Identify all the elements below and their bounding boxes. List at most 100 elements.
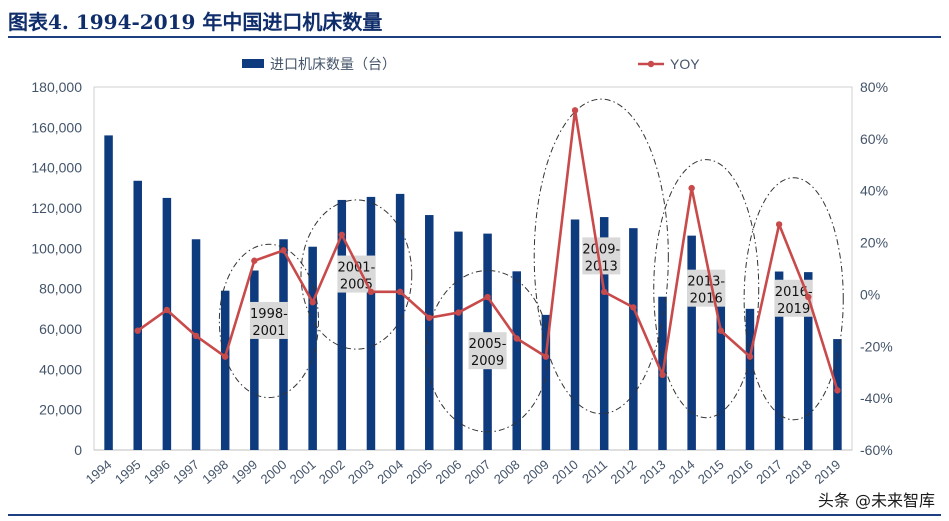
bar — [250, 270, 259, 450]
annotation-group: 1998-20012001-20052005-20092009-20132013… — [218, 98, 844, 433]
legend-bar-swatch — [242, 59, 264, 68]
x-axis: 1994199519961997199819992000200120022003… — [83, 457, 844, 487]
bar — [425, 215, 434, 450]
bar — [629, 228, 638, 450]
x-axis-tick-label: 2010 — [549, 457, 581, 487]
chart: 1998- 2001 2001- 2005 2005- 2009 2009- 2013 2013… — [31, 56, 893, 487]
x-axis-tick-label: 2005 — [403, 457, 435, 487]
yoy-point — [746, 353, 754, 360]
yoy-point — [571, 107, 579, 114]
period-ellipse — [425, 270, 550, 433]
bottom-rule — [8, 514, 941, 516]
bar — [279, 239, 288, 450]
x-axis-tick-label: 1998 — [199, 457, 231, 487]
yoy-point — [717, 327, 725, 334]
x-axis-tick-label: 2018 — [782, 457, 814, 487]
yoy-point — [221, 353, 229, 360]
period-ellipse — [743, 177, 844, 421]
yoy-point — [805, 293, 812, 301]
right-axis-tick-label: 20% — [860, 235, 888, 251]
x-axis-tick-label: 2017 — [753, 457, 785, 487]
plot-frame — [93, 86, 853, 451]
bar — [512, 271, 521, 450]
left-axis-tick-label: 180,000 — [31, 79, 82, 95]
period-label-box — [249, 301, 288, 339]
yoy-point — [834, 387, 841, 394]
right-axis: -60% -40% -20% 0% 20% 40% 60% 80% — [860, 79, 893, 458]
right-axis-tick-label: 40% — [860, 183, 888, 199]
yoy-point — [192, 332, 200, 340]
period-label-end: 2016 — [690, 292, 723, 307]
x-axis-tick-label: 2016 — [724, 457, 756, 487]
bar — [395, 193, 405, 450]
bar — [220, 290, 230, 450]
bar — [191, 239, 201, 450]
yoy-point — [367, 288, 375, 296]
yoy-point — [630, 304, 637, 311]
title-rule — [8, 36, 941, 38]
yoy-point — [309, 299, 316, 306]
period-label-start: 2009- — [582, 242, 620, 257]
yoy-point — [688, 184, 695, 192]
legend-bar-label: 进口机床数量（台） — [270, 57, 396, 73]
bar — [366, 196, 376, 450]
left-axis-tick-label: 0 — [74, 442, 82, 458]
period-label-start: 2016- — [775, 285, 813, 300]
x-axis-tick-label: 2015 — [695, 457, 727, 487]
right-axis-tick-label: 60% — [860, 131, 888, 147]
period-label-start: 1998- — [250, 307, 288, 322]
period-label-start: 2001- — [337, 261, 375, 276]
yoy-point — [426, 314, 433, 321]
figure-title: 图表4. 1994-2019 年中国进口机床数量 — [8, 10, 383, 34]
bar — [774, 271, 784, 450]
yoy-point — [163, 306, 171, 314]
x-axis-tick-label: 2001 — [287, 457, 319, 487]
x-axis-tick-label: 1995 — [112, 457, 144, 487]
yoy-point — [600, 288, 608, 296]
yoy-point — [513, 335, 520, 342]
legend-line-marker — [647, 60, 655, 68]
period-ellipse — [300, 199, 413, 350]
yoy-point — [396, 288, 404, 296]
right-axis-tick-label: -20% — [860, 338, 893, 354]
x-axis-tick-label: 1994 — [83, 457, 115, 487]
bar — [104, 135, 113, 450]
right-axis-tick-label: 80% — [860, 79, 888, 95]
x-axis-tick-label: 2014 — [666, 457, 698, 487]
yoy-point — [775, 221, 783, 228]
left-axis: 0 20,000 40,000 60,000 80,000 100,000 120,000 1… — [31, 79, 82, 458]
x-axis-tick-label: 2019 — [812, 457, 844, 487]
left-axis-tick-label: 100,000 — [31, 240, 82, 256]
period-label-start: 2013- — [687, 275, 725, 290]
x-axis-tick-label: 2006 — [433, 457, 465, 487]
right-axis-tick-label: -40% — [860, 390, 893, 406]
bar — [716, 275, 726, 450]
bar — [687, 235, 696, 450]
period-label-start: 2005- — [469, 337, 507, 352]
x-axis-tick-label: 2009 — [520, 457, 552, 487]
left-axis-tick-label: 120,000 — [31, 200, 82, 216]
period-ellipse — [653, 159, 760, 419]
bar — [308, 246, 317, 450]
yoy-point — [251, 257, 258, 264]
period-ellipse — [533, 98, 669, 415]
left-axis-tick-label: 20,000 — [39, 402, 82, 418]
x-axis-tick-label: 2011 — [579, 457, 610, 486]
bar — [162, 197, 172, 450]
x-axis-tick-label: 2008 — [491, 457, 523, 487]
x-axis-tick-label: 2012 — [607, 457, 639, 487]
x-axis-tick-label: 1996 — [141, 457, 173, 487]
bar-series — [104, 135, 842, 450]
bar — [745, 308, 755, 450]
left-axis-tick-label: 80,000 — [39, 281, 82, 297]
left-axis-tick-label: 60,000 — [39, 321, 82, 337]
legend: 进口机床数量（台） YOY — [242, 56, 700, 73]
yoy-point — [455, 309, 462, 316]
x-axis-tick-label: 1997 — [170, 457, 202, 487]
period-ellipse — [218, 243, 319, 399]
bar — [599, 217, 609, 450]
watermark: 头条 @未来智库 — [817, 491, 935, 510]
bar — [337, 199, 347, 450]
period-label-end: 2001 — [252, 324, 285, 339]
yoy-point — [338, 231, 346, 238]
